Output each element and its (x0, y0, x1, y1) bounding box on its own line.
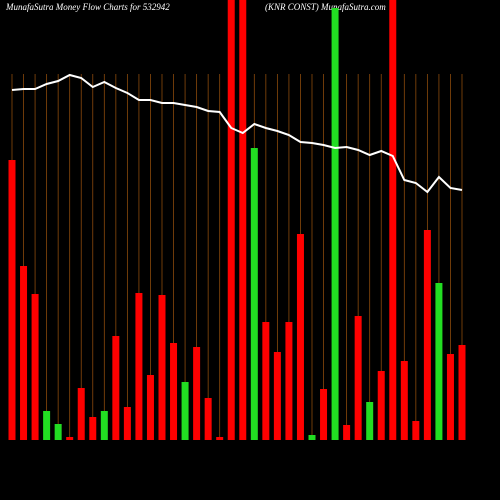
bar (170, 343, 178, 440)
bar (400, 361, 408, 440)
bar (31, 294, 39, 440)
bar (285, 322, 293, 440)
bar (135, 293, 143, 440)
bar (262, 322, 270, 440)
bar (308, 435, 316, 440)
bar (204, 398, 212, 440)
chart-subtitle: (KNR CONST) MunafaSutra.com (265, 2, 386, 12)
bar (412, 421, 420, 440)
bar (227, 0, 235, 440)
bar (296, 234, 304, 440)
chart-title: MunafaSutra Money Flow Charts for 532942 (5, 2, 170, 12)
bar (435, 283, 443, 440)
bar (112, 336, 120, 440)
bar (20, 266, 28, 440)
bar (43, 411, 51, 440)
bar (331, 8, 339, 440)
bar (54, 424, 62, 440)
bar (446, 354, 454, 440)
bar (423, 230, 431, 440)
bar (239, 0, 247, 440)
line (11, 73, 463, 194)
bar (123, 407, 131, 440)
bar (389, 0, 397, 440)
bar (181, 382, 189, 440)
bar (158, 295, 166, 440)
bar (146, 375, 154, 440)
bar (100, 411, 108, 440)
bar (366, 402, 374, 440)
bar (77, 388, 85, 440)
bar (377, 371, 385, 440)
bar (320, 389, 328, 440)
bar (273, 352, 281, 440)
bar (250, 148, 258, 440)
bar (66, 437, 74, 440)
bar (216, 437, 224, 440)
bar (89, 417, 97, 440)
bar (193, 347, 201, 440)
bar (458, 345, 466, 440)
bar (354, 316, 362, 440)
bar (343, 425, 351, 440)
bar (8, 160, 16, 440)
